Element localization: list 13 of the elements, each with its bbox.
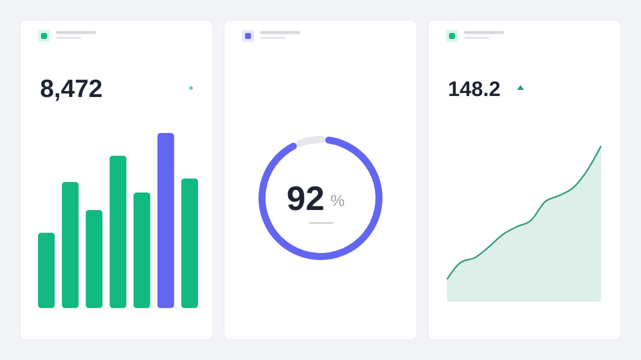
bar bbox=[134, 192, 150, 308]
chart-title: 8,472 bbox=[40, 75, 103, 103]
bar bbox=[157, 133, 174, 308]
bar bbox=[62, 182, 79, 308]
bar bbox=[86, 210, 102, 308]
donut-slice bbox=[258, 136, 382, 260]
data-label: 92 bbox=[286, 180, 324, 218]
text: % bbox=[330, 193, 345, 210]
bar bbox=[110, 156, 126, 308]
bar bbox=[38, 232, 55, 308]
chart-title: 148.2 bbox=[448, 78, 501, 101]
bar bbox=[181, 178, 198, 308]
donut-slice bbox=[296, 136, 326, 147]
